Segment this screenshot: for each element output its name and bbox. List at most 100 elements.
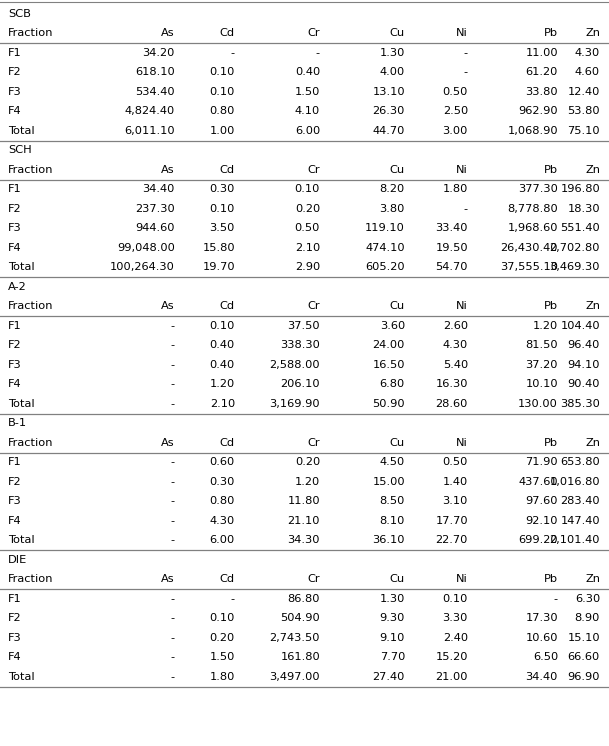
Text: 21.10: 21.10 [287, 515, 320, 526]
Text: 33.40: 33.40 [435, 223, 468, 233]
Text: 618.10: 618.10 [135, 67, 175, 78]
Text: Cr: Cr [308, 301, 320, 311]
Text: 2.10: 2.10 [209, 399, 235, 409]
Text: 26.30: 26.30 [373, 106, 405, 116]
Text: Cr: Cr [308, 28, 320, 38]
Text: 385.30: 385.30 [560, 399, 600, 409]
Text: -: - [171, 652, 175, 662]
Text: F3: F3 [8, 633, 22, 643]
Text: 3,469.30: 3,469.30 [549, 263, 600, 272]
Text: 0.10: 0.10 [209, 67, 235, 78]
Text: 17.30: 17.30 [526, 613, 558, 623]
Text: F2: F2 [8, 477, 22, 486]
Text: 653.80: 653.80 [560, 457, 600, 467]
Text: 99,048.00: 99,048.00 [117, 242, 175, 253]
Text: 2,101.40: 2,101.40 [549, 535, 600, 545]
Text: 37.20: 37.20 [526, 360, 558, 370]
Text: 0.10: 0.10 [443, 594, 468, 604]
Text: F3: F3 [8, 360, 22, 370]
Text: -: - [171, 535, 175, 545]
Text: 4.30: 4.30 [575, 48, 600, 57]
Text: 1,068.90: 1,068.90 [507, 126, 558, 136]
Text: 0.20: 0.20 [209, 633, 235, 643]
Text: 13.10: 13.10 [372, 87, 405, 97]
Text: F4: F4 [8, 515, 22, 526]
Text: 8.50: 8.50 [379, 496, 405, 507]
Text: 36.10: 36.10 [373, 535, 405, 545]
Text: 551.40: 551.40 [560, 223, 600, 233]
Text: 21.00: 21.00 [435, 671, 468, 682]
Text: 2.10: 2.10 [295, 242, 320, 253]
Text: 161.80: 161.80 [280, 652, 320, 662]
Text: 27.40: 27.40 [373, 671, 405, 682]
Text: Ni: Ni [456, 438, 468, 448]
Text: 44.70: 44.70 [373, 126, 405, 136]
Text: 6.00: 6.00 [209, 535, 235, 545]
Text: A-2: A-2 [8, 282, 27, 292]
Text: 4.30: 4.30 [209, 515, 235, 526]
Text: -: - [171, 671, 175, 682]
Text: 71.90: 71.90 [526, 457, 558, 467]
Text: -: - [171, 321, 175, 330]
Text: F4: F4 [8, 652, 22, 662]
Text: 338.30: 338.30 [280, 340, 320, 351]
Text: 119.10: 119.10 [365, 223, 405, 233]
Text: 1,968.60: 1,968.60 [507, 223, 558, 233]
Text: 0.20: 0.20 [295, 457, 320, 467]
Text: 8.90: 8.90 [575, 613, 600, 623]
Text: Ni: Ni [456, 574, 468, 584]
Text: 3.30: 3.30 [443, 613, 468, 623]
Text: Cu: Cu [390, 438, 405, 448]
Text: 6.50: 6.50 [533, 652, 558, 662]
Text: 2.40: 2.40 [443, 633, 468, 643]
Text: 34.30: 34.30 [287, 535, 320, 545]
Text: Fraction: Fraction [8, 28, 54, 38]
Text: Zn: Zn [585, 301, 600, 311]
Text: B-1: B-1 [8, 419, 27, 428]
Text: 0.10: 0.10 [209, 87, 235, 97]
Text: 33.80: 33.80 [526, 87, 558, 97]
Text: F4: F4 [8, 242, 22, 253]
Text: 0.40: 0.40 [209, 360, 235, 370]
Text: -: - [171, 515, 175, 526]
Text: 0.40: 0.40 [209, 340, 235, 351]
Text: 1.20: 1.20 [533, 321, 558, 330]
Text: 1.00: 1.00 [209, 126, 235, 136]
Text: Cu: Cu [390, 28, 405, 38]
Text: 3.60: 3.60 [380, 321, 405, 330]
Text: F3: F3 [8, 223, 22, 233]
Text: Ni: Ni [456, 301, 468, 311]
Text: As: As [161, 438, 175, 448]
Text: DIE: DIE [8, 555, 27, 565]
Text: 104.40: 104.40 [560, 321, 600, 330]
Text: SCB: SCB [8, 9, 31, 19]
Text: 605.20: 605.20 [365, 263, 405, 272]
Text: 15.80: 15.80 [202, 242, 235, 253]
Text: -: - [554, 594, 558, 604]
Text: -: - [171, 340, 175, 351]
Text: Total: Total [8, 535, 35, 545]
Text: Cd: Cd [220, 301, 235, 311]
Text: 86.80: 86.80 [287, 594, 320, 604]
Text: 6.80: 6.80 [380, 379, 405, 389]
Text: 1.50: 1.50 [295, 87, 320, 97]
Text: 75.10: 75.10 [568, 126, 600, 136]
Text: 28.60: 28.60 [435, 399, 468, 409]
Text: 97.60: 97.60 [526, 496, 558, 507]
Text: Zn: Zn [585, 574, 600, 584]
Text: 147.40: 147.40 [560, 515, 600, 526]
Text: 5.40: 5.40 [443, 360, 468, 370]
Text: Cd: Cd [220, 165, 235, 175]
Text: 0.20: 0.20 [295, 204, 320, 214]
Text: 0.50: 0.50 [443, 457, 468, 467]
Text: 0.50: 0.50 [295, 223, 320, 233]
Text: 3.00: 3.00 [443, 126, 468, 136]
Text: 0.10: 0.10 [209, 321, 235, 330]
Text: 0.50: 0.50 [443, 87, 468, 97]
Text: 22.70: 22.70 [435, 535, 468, 545]
Text: 54.70: 54.70 [435, 263, 468, 272]
Text: 377.30: 377.30 [518, 184, 558, 194]
Text: 0.30: 0.30 [209, 184, 235, 194]
Text: 26,430.40: 26,430.40 [501, 242, 558, 253]
Text: 3.80: 3.80 [379, 204, 405, 214]
